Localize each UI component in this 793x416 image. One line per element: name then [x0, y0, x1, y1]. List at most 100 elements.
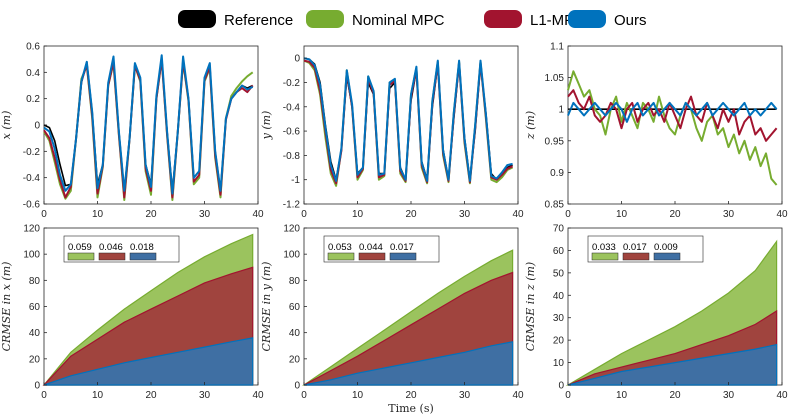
y-tick-label: -0.8: [283, 151, 301, 162]
legend-label-1: Nominal MPC: [352, 12, 445, 29]
y-tick-label: 60: [553, 246, 565, 257]
inset-value-1: 0.044: [359, 242, 383, 253]
y-tick-label: 120: [23, 224, 40, 235]
series-line-nominal-mpc: [567, 70, 778, 186]
inset-bar-2: [653, 252, 681, 261]
x-tick-label: 40: [512, 209, 524, 220]
panel-4: 0.053 0.044 0.017 0 10 20 30 40 0 20 40 60 80 100 120 C…: [260, 224, 524, 416]
y-tick-label: 120: [283, 224, 300, 235]
x-tick-label: 10: [616, 390, 628, 401]
legend-swatch-1: [306, 10, 344, 28]
y-tick-label: 40: [553, 291, 565, 302]
inset-bar-2: [389, 252, 417, 261]
inset-value-0: 0.059: [68, 242, 92, 253]
x-tick-label: 20: [405, 390, 417, 401]
y-axis-label: CRMSE in y (m): [260, 262, 273, 352]
inset-bar-2: [129, 252, 157, 261]
legend-label-3: Ours: [614, 12, 647, 29]
inset-value-1: 0.017: [623, 242, 647, 253]
y-tick-label: -0.2: [23, 147, 41, 158]
series-line-ours: [303, 57, 513, 182]
y-tick-label: 1.05: [545, 73, 565, 84]
y-tick-label: -1: [291, 175, 300, 186]
y-axis-label: CRMSE in x (m): [0, 262, 13, 352]
y-tick-label: 20: [289, 354, 301, 365]
y-tick-label: 80: [289, 276, 301, 287]
y-tick-label: 30: [553, 313, 565, 324]
inset-bar-1: [98, 252, 126, 261]
x-tick-label: 0: [301, 209, 307, 220]
y-tick-label: 0: [34, 381, 40, 392]
panel-1: 0 10 20 30 40 -1.2 -1 -0.8 -0.6 -0.4 -0.2 0 y (m): [260, 45, 524, 220]
y-tick-label: 20: [553, 336, 565, 347]
series-line-l1-mpc: [567, 89, 778, 142]
y-tick-label: 1: [558, 105, 564, 116]
x-tick-label: 0: [565, 209, 571, 220]
y-tick-label: 0.85: [545, 200, 565, 211]
x-tick-label: 30: [199, 209, 211, 220]
y-tick-label: 0: [34, 121, 40, 132]
x-tick-label: 40: [776, 390, 788, 401]
x-tick-label: 30: [723, 209, 735, 220]
x-tick-label: 20: [669, 209, 681, 220]
inset-value-2: 0.009: [654, 242, 678, 253]
x-tick-label: 10: [92, 209, 104, 220]
x-tick-label: 10: [616, 209, 628, 220]
x-tick-label: 40: [252, 390, 264, 401]
series-area-ours: [567, 343, 778, 386]
x-axis-label: Time (s): [388, 402, 434, 415]
legend-swatch-0: [178, 10, 216, 28]
y-tick-label: 0.4: [26, 68, 40, 79]
x-tick-label: 0: [301, 390, 307, 401]
y-tick-label: 50: [553, 268, 565, 279]
y-tick-label: 0: [558, 381, 564, 392]
inset-value-1: 0.046: [99, 242, 123, 253]
x-tick-label: 20: [405, 209, 417, 220]
y-tick-label: 10: [553, 358, 565, 369]
series-line-ours: [567, 101, 778, 123]
panel-5: 0.033 0.017 0.009 0 10 20 30 40 0 10 20 30 40 50 60 70 C…: [524, 224, 788, 402]
legend: Reference Nominal MPC L1-MPC Ours: [178, 10, 647, 29]
panels: 0 10 20 30 40-0.6-0.4-0.200.20.40.6x (m)0 10 2…: [0, 42, 788, 416]
y-tick-label: 0.6: [26, 42, 40, 53]
y-axis-label: CRMSE in z (m): [524, 262, 537, 351]
x-tick-label: 30: [459, 209, 471, 220]
x-tick-label: 20: [145, 390, 157, 401]
x-tick-label: 40: [252, 209, 264, 220]
y-tick-label: -0.6: [283, 127, 301, 138]
x-tick-label: 30: [723, 390, 735, 401]
y-tick-label: 40: [29, 328, 41, 339]
x-tick-label: 30: [459, 390, 471, 401]
y-tick-label: -0.4: [283, 102, 301, 113]
panel-3: 0.059 0.046 0.018 0 10 20 30 40 0 20 40 60 80 100 120 C…: [0, 224, 264, 402]
y-tick-label: 0.9: [550, 168, 564, 179]
y-axis-label: z (m): [524, 111, 537, 140]
y-tick-label: 80: [29, 276, 41, 287]
inset-value-0: 0.033: [592, 242, 616, 253]
legend-swatch-3: [568, 10, 606, 28]
legend-swatch-2: [484, 10, 522, 28]
y-axis-label: y (m): [260, 111, 273, 141]
x-tick-label: 40: [776, 209, 788, 220]
x-tick-label: 0: [41, 209, 47, 220]
x-tick-label: 10: [92, 390, 104, 401]
y-tick-label: -0.2: [283, 78, 301, 89]
y-tick-label: 100: [283, 250, 300, 261]
x-tick-label: 0: [565, 390, 571, 401]
inset-value-2: 0.017: [390, 242, 414, 253]
panel-0: 0 10 20 30 40 -0.6 -0.4 -0.2 0 0.2 0.4 0.6 x (m): [0, 42, 264, 221]
y-tick-label: -0.4: [23, 173, 41, 184]
y-tick-label: -0.6: [23, 200, 41, 211]
x-tick-label: 20: [145, 209, 157, 220]
inset-value-0: 0.053: [328, 242, 352, 253]
series-line-ours: [43, 54, 254, 195]
y-tick-label: 1.1: [550, 42, 564, 53]
inset-value-2: 0.018: [130, 242, 154, 253]
x-tick-label: 30: [199, 390, 211, 401]
y-tick-label: 20: [29, 354, 41, 365]
inset-bar-1: [622, 252, 650, 261]
inset-bar-0: [67, 252, 95, 261]
y-tick-label: 70: [553, 224, 565, 235]
y-tick-label: 60: [289, 302, 301, 313]
